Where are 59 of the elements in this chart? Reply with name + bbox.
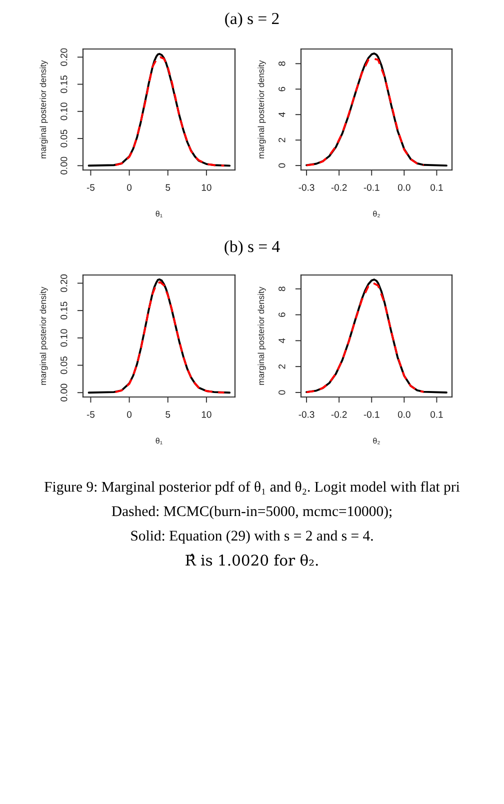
y-axis-title: marginal posterior density (258, 286, 266, 385)
x-tick-label: 0 (127, 411, 132, 418)
text: Dashed: MCMC(burn-in=5000, mcmc=10000); (112, 506, 392, 520)
x-tick-label: -0.2 (331, 184, 347, 191)
x-tick-label: 0.1 (430, 184, 443, 191)
y-tick-label: 0.20 (60, 48, 68, 66)
y-tick-label: 6 (278, 312, 286, 317)
x-tick-label: 0.0 (398, 411, 410, 418)
line-series (306, 282, 425, 394)
x-axis-title: θ₂ (373, 210, 380, 218)
line-series (88, 52, 231, 167)
x-tick-label: -5 (86, 411, 95, 418)
text: Solid: Equation (29) with s = 2 and s = 4. (131, 530, 373, 544)
y-tick-label: 0.00 (60, 384, 68, 402)
line-series (306, 52, 448, 167)
y-tick-label: 6 (278, 86, 286, 92)
y-tick-label: 2 (278, 364, 286, 369)
y-tick-label: 0.15 (60, 302, 68, 320)
x-tick-label: 10 (202, 184, 212, 191)
y-tick-label: 8 (278, 61, 286, 66)
chart-title: (b) s = 4 (224, 240, 280, 256)
x-tick-label: -0.1 (364, 184, 380, 191)
x-tick-label: 5 (166, 411, 170, 418)
y-tick-label: 0.05 (60, 130, 68, 148)
y-tick-label: 4 (278, 338, 286, 344)
x-tick-label: -0.3 (298, 411, 314, 418)
x-tick-label: 0.0 (398, 184, 410, 191)
caption: Figure 9: Marginal posterior pdf of θ₁ and θ₂. Logit model with flat pri (44, 481, 460, 495)
y-axis-title: marginal posterior density (258, 60, 266, 158)
y-tick-label: 0 (278, 390, 286, 395)
y-axis-title: marginal posterior density (40, 286, 48, 385)
line-series (306, 278, 448, 394)
y-axis-title: marginal posterior density (40, 60, 48, 158)
y-tick-label: 8 (278, 286, 286, 292)
x-axis-title: θ₁ (156, 210, 162, 218)
line-series (306, 58, 425, 166)
text: R̂ is 1.0020 for θ₂. (186, 554, 318, 566)
x-tick-label: 0.1 (430, 411, 443, 418)
line-series (114, 56, 226, 167)
y-tick-label: 0.15 (60, 75, 68, 94)
x-tick-label: -0.1 (364, 411, 380, 418)
y-tick-label: 0.10 (60, 329, 68, 347)
y-tick-label: 0.20 (60, 274, 68, 292)
x-tick-label: 5 (166, 184, 170, 191)
y-tick-label: 4 (278, 112, 286, 118)
y-tick-label: 0.05 (60, 356, 68, 374)
y-tick-label: 0.10 (60, 102, 68, 120)
x-tick-label: 0 (127, 184, 132, 191)
x-tick-label: -5 (86, 184, 95, 191)
x-tick-label: -0.2 (331, 411, 347, 418)
line-series (114, 281, 226, 394)
y-tick-label: 0 (278, 163, 286, 168)
y-tick-label: 0.00 (60, 156, 68, 174)
x-axis-title: θ₁ (156, 438, 162, 444)
chart-title: (a) s = 2 (225, 12, 279, 28)
x-tick-label: 10 (202, 411, 212, 418)
x-tick-label: -0.3 (298, 184, 314, 191)
y-tick-label: 2 (278, 138, 286, 142)
x-axis-title: θ₂ (373, 438, 380, 444)
